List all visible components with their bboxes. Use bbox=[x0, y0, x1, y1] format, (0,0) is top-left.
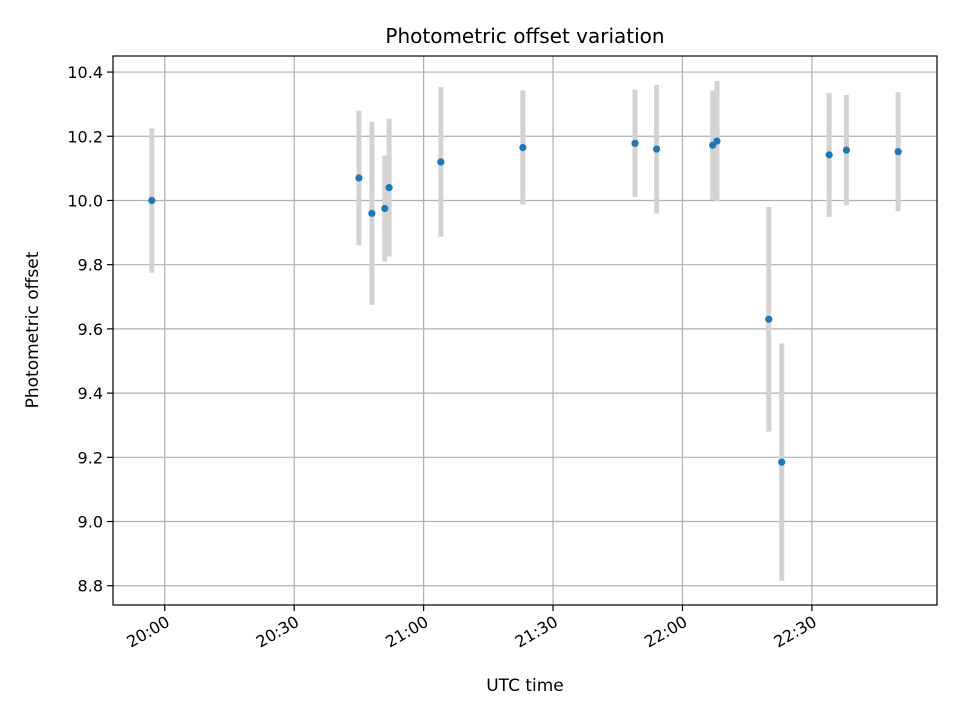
y-tick-label: 9.0 bbox=[78, 513, 103, 532]
data-point bbox=[842, 146, 851, 154]
plot-frame bbox=[112, 55, 938, 606]
data-point bbox=[894, 148, 902, 156]
data-point bbox=[652, 145, 661, 153]
data-point bbox=[381, 204, 389, 213]
grid bbox=[113, 56, 937, 605]
data-point bbox=[713, 137, 721, 145]
data-point bbox=[631, 139, 639, 147]
data-point bbox=[385, 184, 393, 192]
y-tick-label: 10.0 bbox=[67, 191, 103, 210]
y-tick-label: 9.8 bbox=[78, 256, 103, 275]
data-point bbox=[148, 196, 156, 205]
data-points bbox=[148, 137, 902, 466]
data-point bbox=[437, 158, 445, 166]
y-tick-label: 8.8 bbox=[78, 577, 103, 596]
chart-title: Photometric offset variation bbox=[385, 24, 664, 48]
y-tick-label: 10.2 bbox=[67, 127, 103, 146]
data-point bbox=[825, 151, 833, 159]
y-tick-label: 9.2 bbox=[78, 448, 103, 467]
data-point bbox=[519, 143, 527, 152]
data-point bbox=[765, 315, 773, 323]
x-axis-label: UTC time bbox=[486, 676, 564, 696]
data-point bbox=[778, 458, 786, 466]
y-tick-label: 9.4 bbox=[78, 384, 103, 403]
y-tick-label: 10.4 bbox=[67, 63, 103, 82]
data-point bbox=[355, 174, 363, 182]
y-axis-label: Photometric offset bbox=[23, 251, 43, 408]
data-point bbox=[368, 209, 376, 217]
y-tick-label: 9.6 bbox=[78, 320, 103, 339]
